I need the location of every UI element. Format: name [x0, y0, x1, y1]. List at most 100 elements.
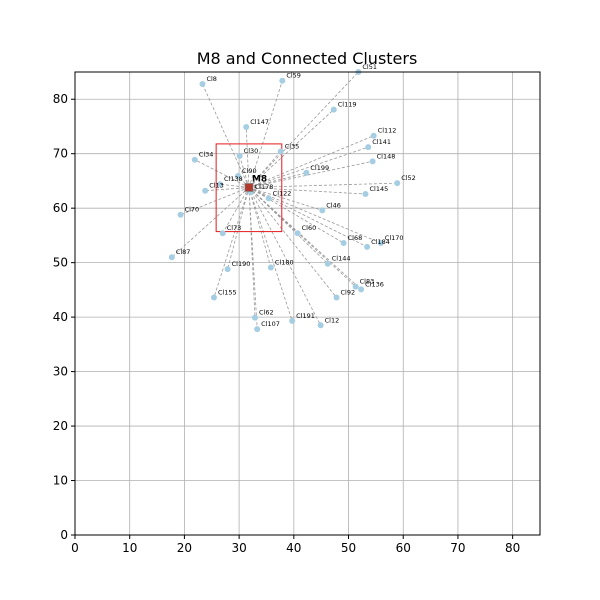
x-tick-label: 0 — [71, 541, 79, 555]
connection-line — [248, 187, 321, 326]
cluster-label: Cl34 — [199, 151, 214, 159]
cluster-point — [303, 169, 310, 176]
grid-layer — [74, 72, 540, 536]
y-tick-label: 80 — [53, 92, 68, 106]
connection-line — [180, 187, 250, 216]
cluster-label: Cl51 — [362, 63, 377, 71]
y-tick-label: 30 — [53, 365, 68, 379]
cluster-label: Cl136 — [365, 280, 384, 288]
x-tick-label: 70 — [450, 541, 465, 555]
connection-line — [213, 187, 250, 298]
y-tick-label: 70 — [53, 147, 68, 161]
cluster-label: Cl147 — [250, 118, 269, 126]
cluster-point — [267, 264, 274, 271]
x-tick-label: 10 — [122, 541, 137, 555]
connection-line — [222, 187, 250, 234]
connection-line — [239, 155, 250, 188]
cluster-point — [277, 148, 284, 155]
cluster-label: Cl107 — [261, 320, 280, 328]
cluster-label: Cl145 — [369, 185, 388, 193]
cluster-label: Cl35 — [285, 143, 300, 151]
highlight-box-layer — [215, 143, 283, 233]
cluster-label: Cl68 — [348, 234, 363, 242]
cluster-label: Cl52 — [401, 174, 416, 182]
cluster-point — [330, 106, 337, 113]
cluster-point — [236, 152, 243, 159]
cluster-point — [224, 266, 231, 273]
connection-line — [248, 187, 344, 244]
connection-line — [248, 187, 329, 265]
connection-lines — [171, 71, 398, 330]
cluster-label: Cl191 — [296, 312, 315, 320]
cluster-point — [243, 124, 250, 131]
cluster-label: Cl112 — [378, 127, 397, 135]
connection-line — [248, 187, 293, 322]
x-tick-label: 80 — [505, 541, 520, 555]
connection-line — [248, 146, 369, 188]
center-marker — [244, 183, 254, 192]
cluster-point — [254, 326, 261, 333]
cluster-label: Cl184 — [371, 238, 390, 246]
cluster-point — [340, 240, 347, 247]
x-tick-label: 30 — [231, 541, 246, 555]
cluster-point — [294, 230, 301, 237]
connection-line — [248, 135, 374, 188]
chart-title: M8 and Connected Clusters — [197, 49, 418, 68]
x-tick-label: 60 — [396, 541, 411, 555]
y-tick-label: 50 — [53, 256, 68, 270]
connection-line — [202, 83, 250, 188]
x-tick-label: 20 — [177, 541, 192, 555]
cluster-label: Cl83 — [360, 278, 375, 286]
highlight-box — [215, 143, 283, 233]
connection-line — [227, 187, 250, 270]
connection-line — [248, 187, 381, 244]
cluster-point — [370, 132, 377, 139]
connection-line — [171, 187, 250, 258]
cluster-label: Cl170 — [385, 234, 404, 242]
cluster-point — [202, 187, 209, 194]
y-tick-label: 0 — [60, 528, 68, 542]
cluster-label: Cl46 — [326, 201, 341, 209]
connection-line — [248, 187, 337, 298]
cluster-label: Cl122 — [273, 189, 292, 197]
cluster-label: Cl138 — [224, 175, 243, 183]
cluster-point — [333, 294, 340, 301]
y-tick-label: 10 — [53, 474, 68, 488]
connection-line — [194, 159, 250, 188]
cluster-point — [364, 243, 371, 250]
y-tick-label: 60 — [53, 201, 68, 215]
cluster-label: Cl87 — [176, 248, 191, 256]
cluster-point — [377, 240, 384, 247]
cluster-point — [365, 144, 372, 151]
cluster-label: Cl199 — [310, 164, 329, 172]
cluster-point — [317, 322, 324, 329]
point-labels-layer: Cl8 Cl59 Cl51 Cl119 Cl147 Cl112 Cl141 Cl35 Cl30 C… — [176, 63, 416, 328]
cluster-label: Cl90 — [242, 167, 257, 175]
cluster-label: Cl73 — [227, 224, 242, 232]
cluster-label: Cl12 — [325, 316, 340, 324]
cluster-point — [177, 211, 184, 218]
cluster-label: Cl180 — [275, 259, 294, 267]
cluster-label: Cl141 — [372, 138, 391, 146]
connection-line — [248, 80, 283, 188]
cluster-label: Cl59 — [286, 72, 301, 80]
cluster-label: Cl30 — [244, 147, 259, 155]
connection-line — [248, 151, 281, 188]
cluster-point — [352, 283, 359, 290]
connection-line — [248, 187, 362, 290]
connection-line — [248, 187, 366, 195]
cluster-label: Cl190 — [232, 260, 251, 268]
connection-line — [205, 187, 249, 192]
center-label: M8 — [252, 174, 267, 184]
cluster-label: Cl13 — [209, 182, 224, 190]
y-tick-label: 40 — [53, 310, 68, 324]
cluster-point — [235, 173, 242, 180]
axes-frame — [74, 71, 541, 536]
cluster-point — [191, 156, 198, 163]
y-tick-label: 20 — [53, 419, 68, 433]
cluster-point — [319, 207, 326, 214]
cluster-point — [251, 314, 258, 321]
cluster-label: Cl8 — [206, 75, 216, 83]
connection-line — [248, 187, 356, 287]
connection-line — [248, 187, 272, 268]
